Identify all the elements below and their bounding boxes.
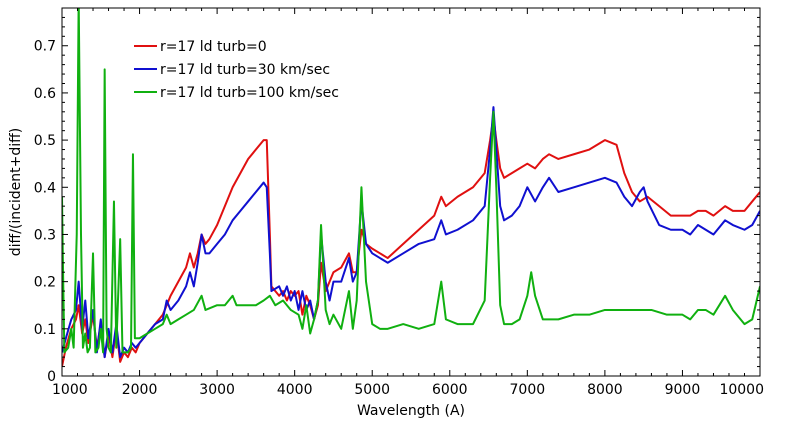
x-tick-label: 10000 [719, 382, 764, 398]
legend-label-1: r=17 ld turb=0 [160, 39, 267, 55]
plot-frame [61, 7, 761, 377]
ticks-layer: 1000 2000 3000 4000 5000 6000 7000 8000 9000 1000… [34, 8, 764, 398]
x-axis-label: Wavelength (A) [357, 403, 465, 419]
x-tick-label: 8000 [587, 382, 623, 398]
y-tick-label: 0.3 [34, 227, 56, 243]
x-tick-label: 5000 [354, 382, 390, 398]
legend: r=17 ld turb=0 r=17 ld turb=30 km/sec r=17… [134, 39, 339, 101]
legend-label-2: r=17 ld turb=30 km/sec [160, 62, 330, 78]
y-tick-label: 0.1 [34, 322, 56, 338]
x-tick-label: 2000 [122, 382, 158, 398]
y-tick-label: 0.4 [34, 180, 56, 196]
x-tick-label: 6000 [432, 382, 468, 398]
x-tick-label: 9000 [665, 382, 701, 398]
y-tick-label: 0.5 [34, 133, 56, 149]
x-tick-label: 7000 [510, 382, 546, 398]
series-line-2 [62, 106, 760, 359]
legend-label-3: r=17 ld turb=100 km/sec [160, 85, 339, 101]
x-tick-label: 1000 [52, 382, 88, 398]
x-tick-label: 4000 [277, 382, 313, 398]
y-tick-label: 0.6 [34, 86, 56, 102]
series-layer [62, 8, 760, 367]
series-line-3 [62, 8, 760, 354]
y-tick-label: 0 [47, 369, 56, 385]
y-tick-label: 0.2 [34, 275, 56, 291]
y-tick-label: 0.7 [34, 39, 56, 55]
y-axis-label: diff/(incident+diff) [8, 128, 24, 256]
x-tick-label: 3000 [199, 382, 235, 398]
series-line-1 [62, 115, 760, 367]
